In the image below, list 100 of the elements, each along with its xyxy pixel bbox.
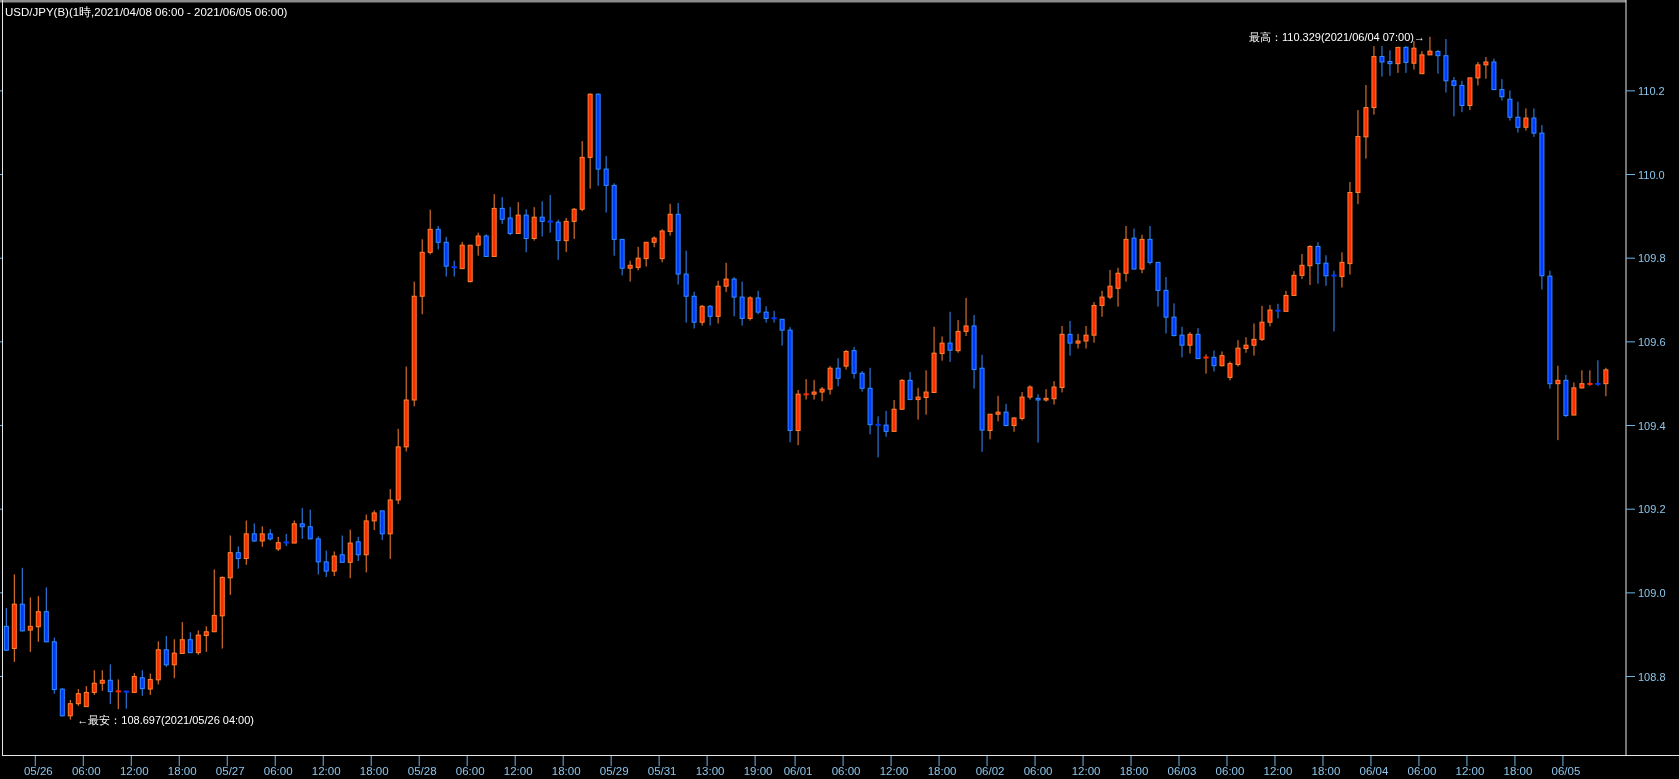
y-tick-label: 108.8 — [1638, 670, 1666, 683]
candlestick — [643, 241, 649, 268]
y-tick-label: 110.0 — [1638, 168, 1665, 181]
candlestick — [1147, 225, 1153, 265]
candlestick — [1475, 61, 1481, 86]
candlestick — [915, 387, 921, 421]
candlestick — [235, 545, 241, 570]
candlestick — [291, 519, 297, 544]
x-tick-label: 12:00 — [1263, 765, 1293, 777]
candlestick — [251, 522, 257, 543]
candlestick — [115, 678, 121, 710]
x-tick-label: 12:00 — [1071, 765, 1101, 777]
x-tick-label: 12:00 — [119, 765, 149, 777]
candlestick — [99, 669, 105, 692]
x-tick-label: 12:00 — [503, 765, 533, 777]
x-tick-label: 13:00 — [695, 765, 725, 777]
candlestick — [259, 525, 265, 548]
x-tick-label: 18:00 — [167, 765, 197, 777]
x-tick-label: 18:00 — [551, 765, 581, 777]
candlestick — [443, 236, 449, 278]
candlestick — [891, 399, 897, 432]
candlestick — [563, 217, 569, 253]
y-tick-label: 109.0 — [1638, 586, 1666, 599]
candlestick — [107, 663, 113, 705]
candlestick — [1299, 253, 1305, 280]
candlestick — [883, 410, 889, 438]
candlestick — [323, 550, 329, 578]
candlestick — [1419, 50, 1425, 75]
x-tick-label: 05/28 — [407, 765, 437, 777]
candlestick — [131, 672, 137, 693]
candlestick — [819, 386, 825, 402]
x-tick-label: 18:00 — [1503, 765, 1533, 777]
candlestick — [923, 369, 929, 416]
candlestick — [203, 625, 209, 653]
candlestick — [851, 346, 857, 380]
candlestick — [1483, 56, 1489, 80]
candlestick — [1339, 251, 1345, 288]
candlestick — [963, 297, 969, 337]
candlestick — [427, 209, 433, 255]
candlestick — [571, 207, 577, 240]
candlestick — [67, 699, 73, 721]
candlestick — [907, 371, 913, 401]
candlestick — [1379, 45, 1385, 78]
candlestick — [651, 235, 657, 248]
x-tick-label: 06/02 — [975, 765, 1005, 777]
x-tick-label: 18:00 — [1311, 765, 1341, 777]
candlestick — [771, 310, 777, 324]
candlestick — [1451, 76, 1457, 117]
x-tick-label: 06:00 — [1407, 765, 1437, 777]
candlestick — [683, 250, 689, 324]
y-tick-label: 109.2 — [1638, 503, 1666, 516]
candlestick — [1051, 380, 1057, 406]
candlestick — [355, 536, 361, 562]
candlestick — [1331, 270, 1337, 332]
candlestick — [91, 669, 97, 696]
candlestick — [747, 295, 753, 322]
x-tick-label: 12:00 — [311, 765, 341, 777]
candlestick — [195, 630, 201, 656]
x-tick-label: 05/26 — [23, 765, 53, 777]
candlestick — [163, 635, 169, 668]
y-tick-label: 109.8 — [1638, 252, 1666, 265]
candlestick — [315, 535, 321, 575]
candlestick — [1227, 361, 1233, 381]
candlestick — [299, 507, 305, 540]
candlestick — [475, 232, 481, 257]
candlestick — [707, 304, 713, 327]
candlestick — [371, 509, 377, 531]
candlestick — [171, 638, 177, 679]
candlestick — [1043, 388, 1049, 403]
x-tick-label: 05/27 — [215, 765, 245, 777]
candlestick — [731, 276, 737, 317]
candlestick — [211, 568, 217, 633]
x-tick-label: 12:00 — [879, 765, 909, 777]
x-tick-label: 06:00 — [455, 765, 485, 777]
candlestick — [459, 241, 465, 270]
candlestick — [755, 290, 761, 315]
x-tick-label: 06:00 — [1215, 765, 1245, 777]
candlestick — [995, 395, 1001, 422]
candlestick — [1083, 325, 1089, 350]
candlestick — [483, 233, 489, 258]
candlestick — [83, 685, 89, 708]
x-tick-label: 19:00 — [743, 765, 773, 777]
candlestick — [179, 621, 185, 655]
candlestick — [739, 281, 745, 327]
x-tick-label: 05/31 — [647, 765, 677, 777]
candlestick — [1067, 320, 1073, 357]
candlestick — [1515, 101, 1521, 134]
y-tick-label: 109.4 — [1638, 419, 1666, 432]
x-tick-label: 06/05 — [1551, 765, 1581, 777]
candlestick — [1459, 80, 1465, 113]
candlestick — [147, 673, 153, 696]
x-tick-label: 12:00 — [1455, 765, 1485, 777]
x-tick-label: 06:00 — [831, 765, 861, 777]
candlestick — [1291, 270, 1297, 296]
candlestick — [1267, 304, 1273, 327]
candlestick — [763, 305, 769, 324]
candlestick — [1587, 369, 1593, 387]
candlestick — [1187, 331, 1193, 355]
candlestick — [939, 335, 945, 362]
candlestick — [1179, 326, 1185, 358]
